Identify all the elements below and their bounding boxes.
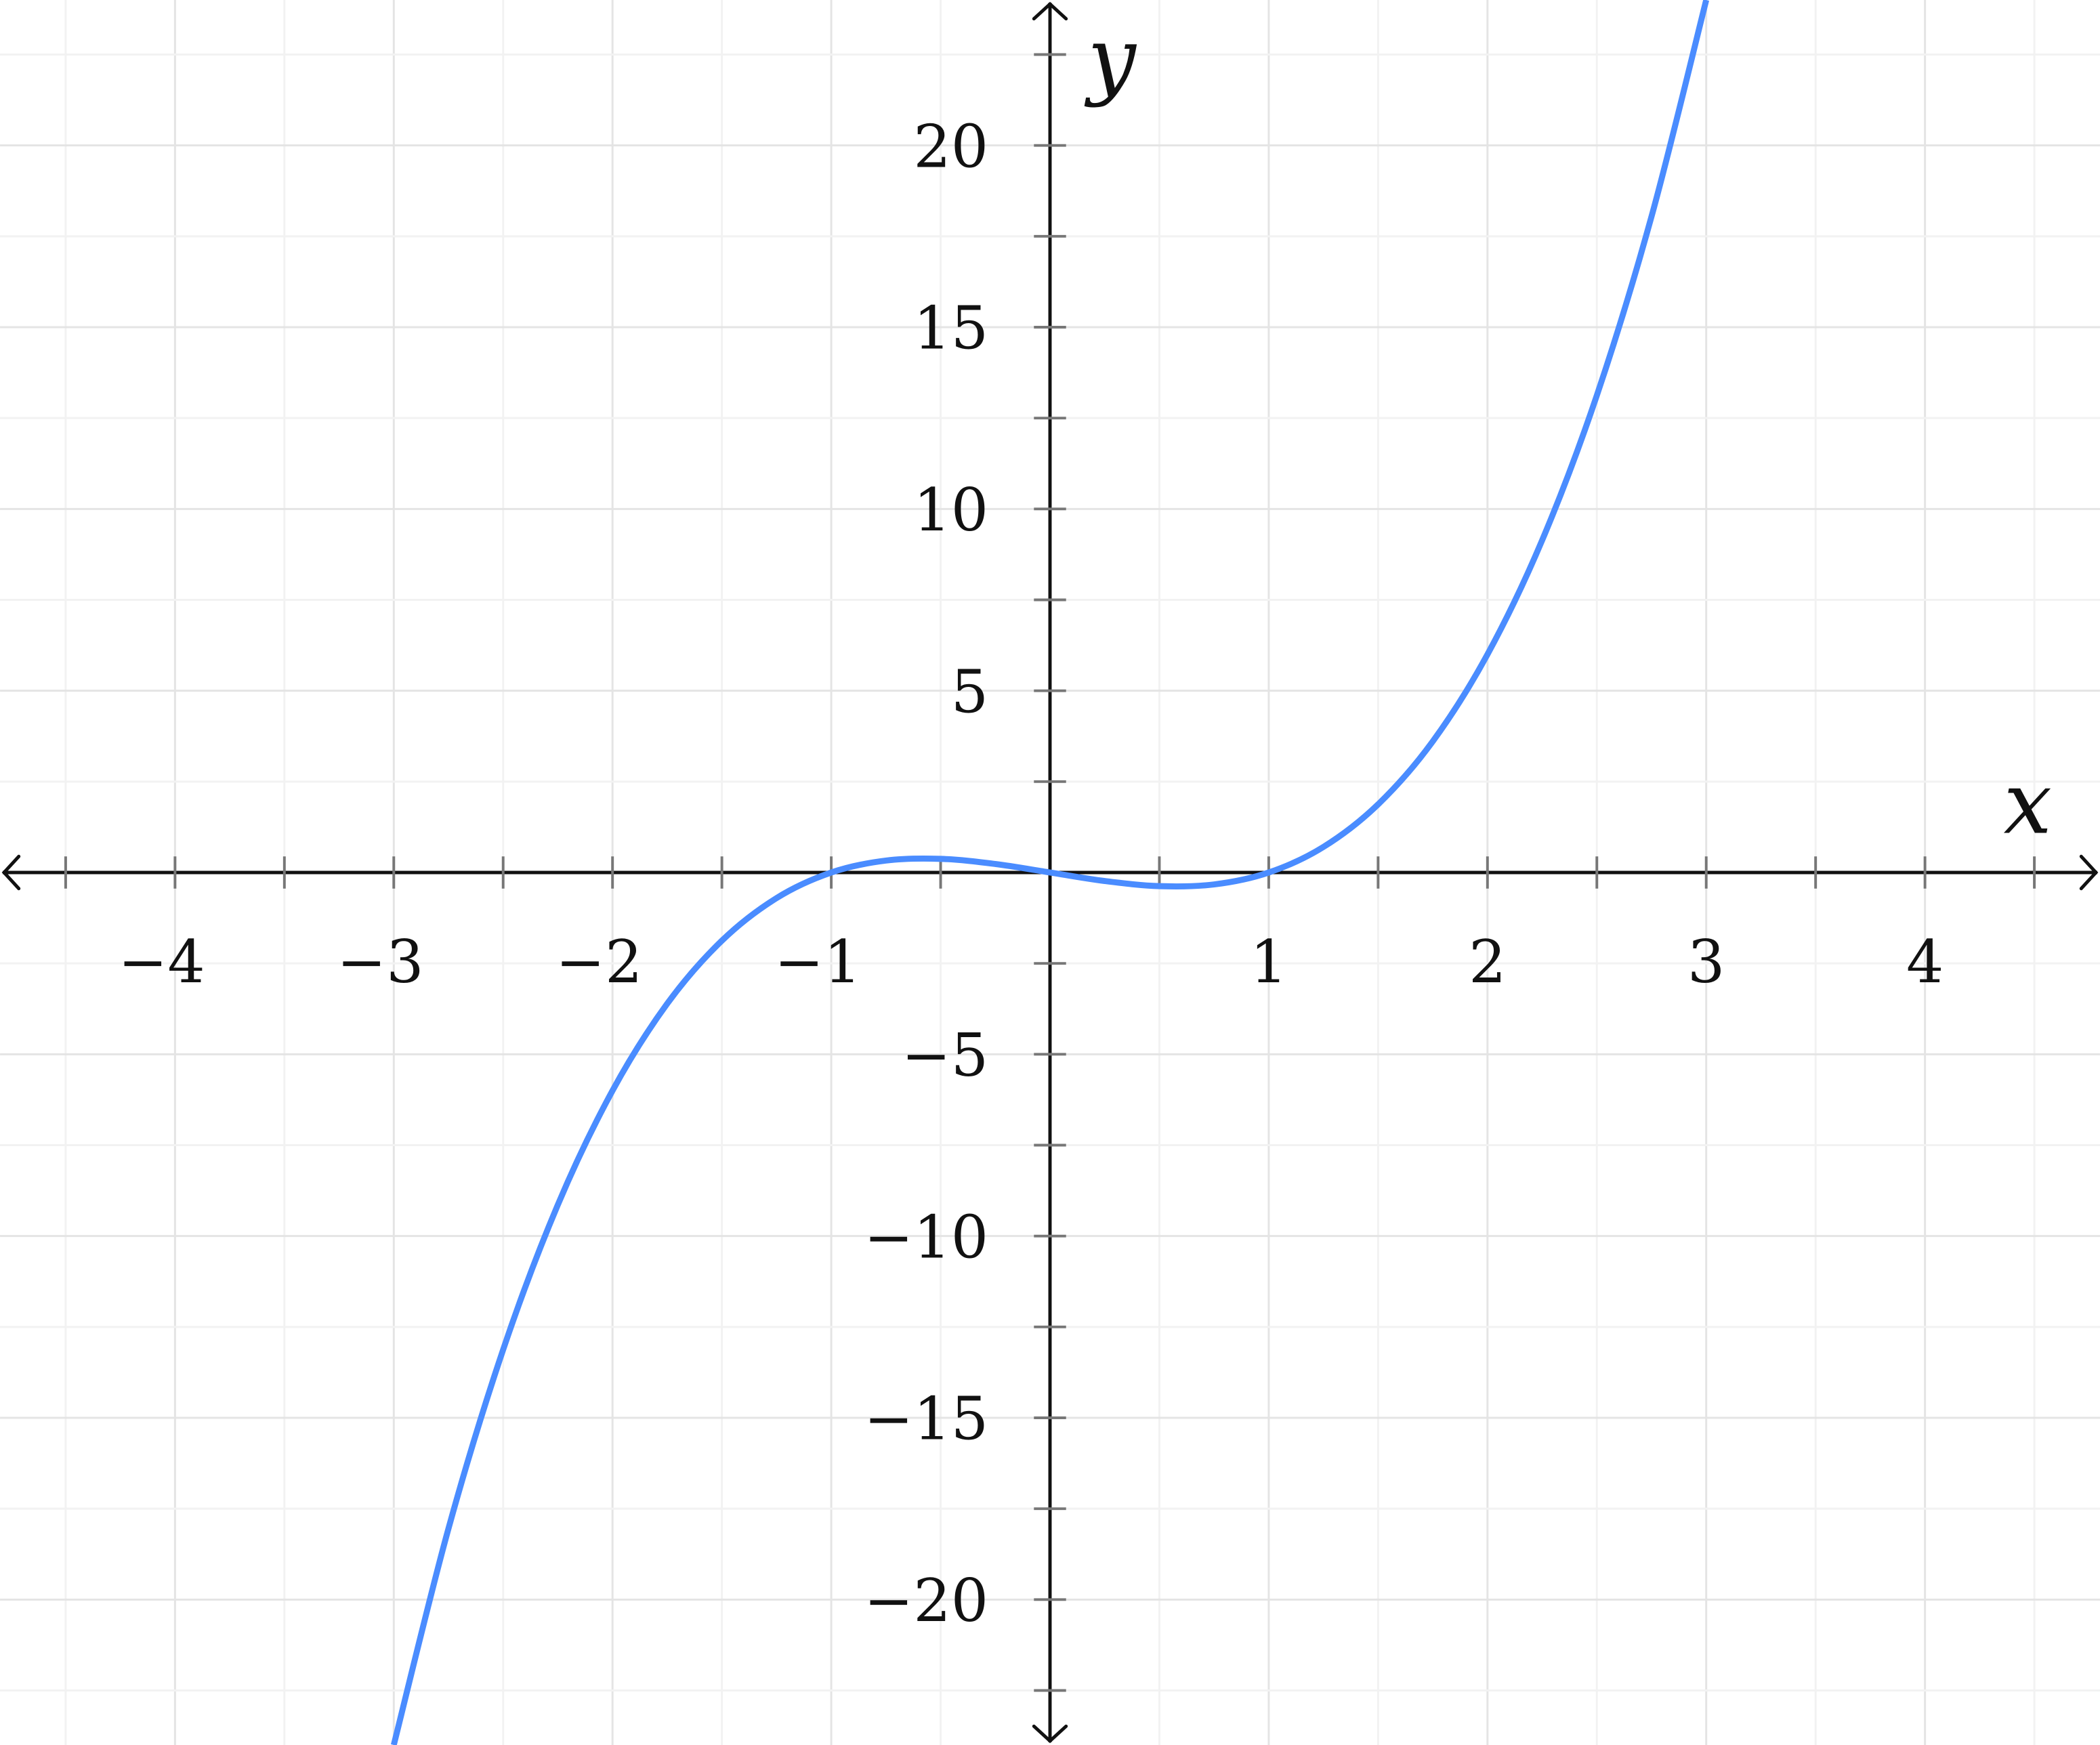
curve <box>390 0 1710 1745</box>
y-axis-up-arrow-icon <box>1032 1 1068 21</box>
tick-labels: −4 −3 −2 −1 1 2 3 4 −20 −15 −10 −5 5 10 15 20 <box>119 112 1944 1635</box>
x-axis-right-arrow-icon <box>2079 854 2099 891</box>
x-tick-label: 2 <box>1469 927 1506 996</box>
y-tick-label: 20 <box>913 112 988 181</box>
y-tick-label: 15 <box>913 294 988 363</box>
x-tick-label: 3 <box>1687 927 1725 996</box>
y-tick-label: 10 <box>913 476 988 545</box>
y-tick-label: −5 <box>902 1021 988 1090</box>
y-tick-label: −20 <box>864 1566 989 1635</box>
series-line <box>390 0 1710 1745</box>
y-tick-label: −10 <box>864 1202 989 1271</box>
x-tick-label: 4 <box>1906 927 1944 996</box>
x-tick-label: −1 <box>774 927 861 996</box>
x-axis-label: x <box>2004 754 2052 854</box>
x-tick-label: −2 <box>555 927 642 996</box>
x-tick-label: −3 <box>337 927 423 996</box>
y-tick-label: 5 <box>951 657 988 726</box>
x-axis-left-arrow-icon <box>1 854 21 891</box>
x-tick-label: −4 <box>119 927 205 996</box>
y-axis-label: y <box>1084 9 1137 108</box>
x-tick-label: 1 <box>1250 927 1287 996</box>
ticks <box>64 53 2036 1692</box>
y-tick-label: −15 <box>864 1385 989 1454</box>
y-axis-down-arrow-icon <box>1032 1724 1068 1744</box>
